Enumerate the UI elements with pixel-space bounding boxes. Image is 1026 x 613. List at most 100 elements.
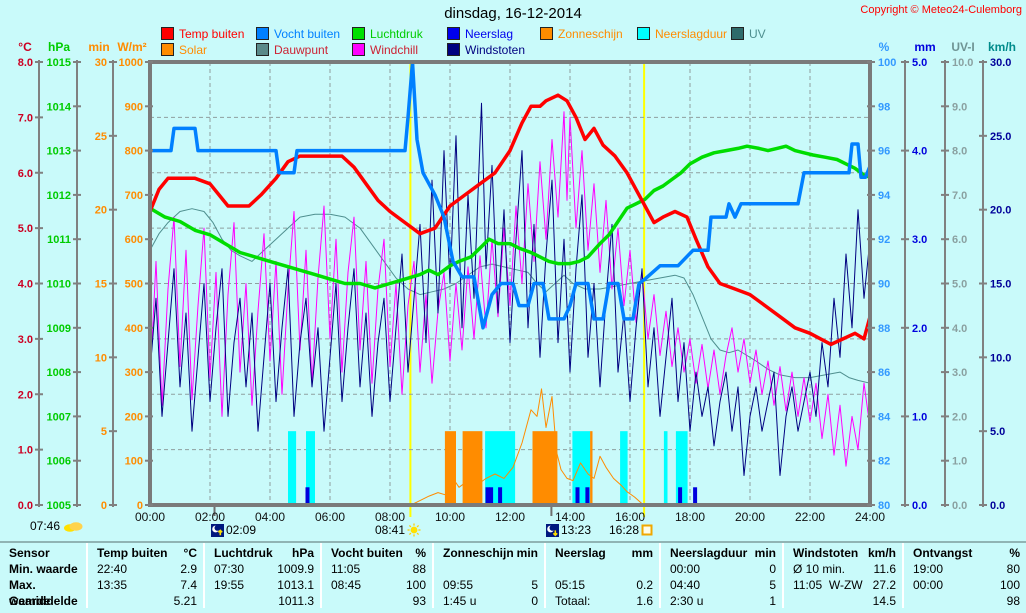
axis-tick-label: 82 [878,456,890,468]
axis-unit-label: mm [914,40,935,54]
axis-tick-label: 80 [878,500,890,512]
legend-item-solar: Solar [161,43,207,57]
moonrise-icon [211,523,224,537]
moonset-icon [546,523,559,537]
axis-tick-label: 92 [878,234,890,246]
axis-tick-label: 900 [125,101,143,113]
legend-swatch-icon [161,43,174,56]
table-row: 04:40 5 [661,577,782,593]
table-header-row: Ontvangst% [904,545,1026,561]
table-cell-text: mm [631,546,653,560]
x-axis-label: 08:00 [375,510,405,524]
daylight-time: 07:46 [30,519,61,533]
table-cell-text: 07:30 [214,562,245,576]
x-axis-label: 10:00 [435,510,465,524]
axis-tick-label: 10.0 [952,57,973,69]
axis-tick-label: 30 [95,57,107,69]
x-axis-label: 20:00 [735,510,765,524]
axis-tick-label: 200 [125,411,143,423]
moonset-time: 13:23 [561,523,592,537]
legend-swatch-icon [352,43,365,56]
legend-item-windstoten: Windstoten [447,43,525,57]
legend-swatch-icon [161,27,174,40]
table-row: 11:05 88 [322,561,432,577]
axis-tick-label: 20 [95,205,107,217]
axis-tick-label: 5.0 [952,279,967,291]
table-cell-text: 100 [405,578,426,592]
legend-swatch-icon [256,27,269,40]
table-cell-text: Ontvangst [913,546,973,560]
table-col-luchtdruk: Luchtdruk hPa 07:30 1009.9 19:55 1013.1 1011.3 [205,543,322,608]
table-cell-text: 2:30 u [670,594,704,608]
table-cell-text: Temp buiten [97,546,168,560]
legend-swatch-icon [352,27,365,40]
table-header-row: Vocht buiten% [322,545,432,561]
table-cell-text: 2.9 [180,562,197,576]
table-cell-text: 11.6 [873,562,896,576]
legend-swatch-icon [540,27,553,40]
table-cell-text: 88 [412,562,426,576]
table-cell-text: Windstoten [793,546,859,560]
table-col-neerslagduur: Neerslagduur min 00:00 0 04:40 5 2:30 u 1 [661,543,784,608]
axis-tick-label: 100 [878,57,896,69]
table-row: 08:45 100 [322,577,432,593]
table-cell-text [555,561,653,577]
axis-unit-label: °C [18,40,32,54]
table-cell-text: 93 [412,594,426,608]
table-col-neerslag: Neerslag mm 05:15 0.2 Totaal: 1.6 [546,543,661,608]
table-row: 14.5 [784,593,902,609]
axis-tick-label: 9.0 [952,101,967,113]
table-row: Ø 10 min. 11.6 [784,561,902,577]
legend-label: Neerslag [465,26,514,41]
sunset-marker: 16:28 [609,523,655,537]
axis-tick-label: 500 [125,279,143,291]
table-cell-text: Gemiddelde [9,594,78,608]
table-cell-text: Totaal: [555,594,591,608]
axis-tick-label: 8.0 [952,146,967,158]
axis-tick-label: 0.0 [990,500,1005,512]
table-cell-text: Max. waarde [9,578,51,608]
axis-tick-label: 5.0 [912,57,927,69]
table-col-vocht-buiten: Vocht buiten% 11:05 88 08:45 100 93 [322,543,434,608]
table-cell-text: % [415,546,426,560]
table-cell-text: 09:55 [443,578,474,592]
legend-swatch-icon [731,27,744,40]
table-row: 93 [322,593,432,609]
axis-tick-label: 800 [125,146,143,158]
table-row: 98 [904,593,1026,609]
x-axis-label: 02:00 [195,510,225,524]
x-axis-label: 00:00 [135,510,165,524]
axis-tick-label: 1000 [119,57,143,69]
axis-tick-label: 1009 [47,323,71,335]
copyright-text: Copyright © Meteo24-Culemborg [860,4,1022,16]
axis-tick-label: 1011 [47,234,71,246]
axis-tick-label: 100 [125,456,143,468]
axis-tick-label: 0.0 [952,500,967,512]
axis-tick-label: 1012 [47,190,71,202]
x-axis-label: 14:00 [555,510,585,524]
axis-unit-label: min [88,40,109,54]
axis-tick-label: 88 [878,323,890,335]
axis-tick-label: 2.0 [952,411,967,423]
legend-item-luchtdruk: Luchtdruk [352,27,423,41]
table-col-temp-buiten: Temp buiten °C 22:40 2.9 13:35 7.4 5.21 [88,543,205,608]
axis-tick-label: 1007 [47,411,71,423]
axis-tick-label: 7.0 [952,190,967,202]
table-cell-text: 11:05 [793,578,823,592]
sunset-time: 16:28 [609,523,640,537]
table-row: 00:00 100 [904,577,1026,593]
axis-tick-label: 86 [878,367,890,379]
legend-label: Windchill [370,42,419,57]
axis-tick-label: 1.0 [952,456,967,468]
axis-tick-label: 600 [125,234,143,246]
table-col-sensor: Sensor Min. waarde Max. waarde Gemiddelde [0,543,88,608]
table-cell-text: 1 [769,594,776,608]
table-row: 2:30 u 1 [661,593,782,609]
table-cell-text: 00:00 [913,578,944,592]
axis-tick-label: 10.0 [990,352,1011,364]
table-cell-text: 27.2 [872,578,896,592]
table-row: 1011.3 [205,593,320,609]
table-cell-text: Neerslagduur [670,546,748,560]
